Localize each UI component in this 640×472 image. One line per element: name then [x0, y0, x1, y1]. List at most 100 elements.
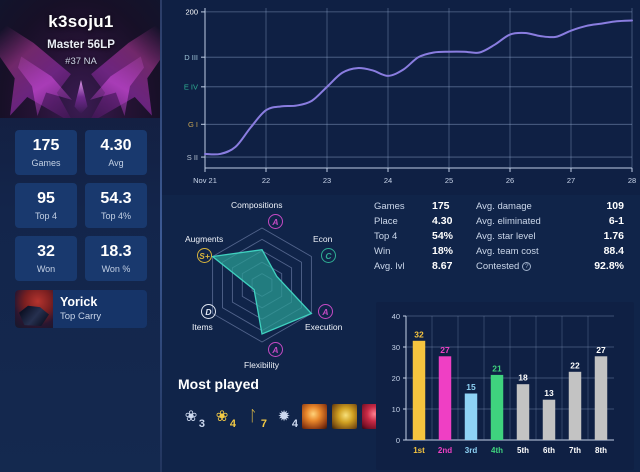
- svg-text:G I: G I: [188, 120, 198, 129]
- stat-box-won-pct[interactable]: 18.3 Won %: [85, 236, 147, 281]
- radar-grade-execution: A: [318, 304, 333, 319]
- trait-count: 3: [198, 418, 205, 430]
- stat-key-label: Contested: [476, 260, 520, 272]
- trait-glyph: ❀: [215, 407, 229, 425]
- svg-text:Nov 21: Nov 21: [193, 176, 217, 185]
- most-played-row: ❀ 3 ❀ 4 ᛚ 7 ✹ 4: [178, 403, 398, 431]
- stat-value: 1.76: [603, 230, 624, 242]
- trait-count: 4: [291, 418, 298, 430]
- stat-value: 18%: [432, 245, 454, 257]
- stat-value: 175: [32, 136, 60, 154]
- champion-portrait-1[interactable]: [302, 403, 327, 429]
- trait-count: 4: [229, 418, 236, 430]
- stat-value: 6-1: [608, 215, 624, 227]
- radar-label-augments: Augments: [185, 234, 224, 244]
- svg-text:5th: 5th: [517, 446, 529, 455]
- stat-box-top4[interactable]: 95 Top 4: [15, 183, 77, 228]
- placement-svg: 0 10 20 30 40 32 1st 27 2nd 15 3rd 21 4th 18 5th 13 6th 2…: [392, 312, 614, 455]
- svg-text:28: 28: [628, 176, 636, 185]
- svg-text:3rd: 3rd: [465, 446, 478, 455]
- stat-box-won[interactable]: 32 Won: [15, 236, 77, 281]
- stat-label: Won: [36, 263, 56, 274]
- stat-box-games[interactable]: 175 Games: [15, 130, 77, 175]
- lp-history-chart[interactable]: 200 D III E IV G I S II Nov 21 22 23 24 25 26 27 28: [162, 0, 640, 195]
- svg-text:22: 22: [570, 360, 580, 370]
- top-carry-card[interactable]: Yorick Top Carry: [15, 290, 147, 328]
- svg-text:E IV: E IV: [184, 83, 198, 92]
- stat-value: 88.4: [603, 245, 624, 257]
- stat-key: Games: [374, 200, 405, 212]
- rank-label: Master 56LP: [47, 39, 115, 51]
- carry-champion-portrait: [15, 290, 53, 328]
- stat-key: Avg. star level: [476, 230, 536, 242]
- trait-icon-3[interactable]: ᛚ 7: [240, 403, 267, 431]
- stat-key: Win: [374, 245, 391, 257]
- stat-value: 32: [37, 242, 55, 260]
- svg-text:0: 0: [396, 436, 400, 445]
- summoner-name: k3soju1: [48, 12, 114, 31]
- radar-grade-econ: C: [321, 248, 336, 263]
- stat-box-top4-pct[interactable]: 54.3 Top 4%: [85, 183, 147, 228]
- svg-text:27: 27: [596, 345, 606, 355]
- most-played-section: Most played ❀ 3 ❀ 4 ᛚ 7 ✹ 4: [178, 376, 398, 431]
- svg-text:20: 20: [392, 374, 400, 383]
- radar-grade-flexibility: A: [268, 342, 283, 357]
- region-rank-label: #37 NA: [65, 56, 97, 67]
- placement-distribution-chart[interactable]: 0 10 20 30 40 32 1st 27 2nd 15 3rd 21 4th 18 5th 13 6th 2…: [376, 302, 634, 470]
- svg-text:32: 32: [414, 329, 424, 339]
- stat-value: 54.3: [100, 189, 132, 207]
- radar-label-items: Items: [192, 322, 213, 332]
- svg-text:21: 21: [492, 363, 502, 373]
- svg-text:6th: 6th: [543, 446, 555, 455]
- stat-key: Avg. eliminated: [476, 215, 541, 227]
- trait-icon-2[interactable]: ❀ 4: [209, 403, 236, 431]
- stat-value: 18.3: [100, 242, 132, 260]
- svg-text:200: 200: [185, 8, 198, 17]
- svg-text:27: 27: [567, 176, 575, 185]
- panel-divider: [160, 0, 162, 472]
- stat-value: 54%: [432, 230, 454, 242]
- most-played-title: Most played: [178, 376, 259, 392]
- trait-icon-4[interactable]: ✹ 4: [271, 403, 298, 431]
- svg-text:40: 40: [392, 312, 400, 321]
- trait-glyph: ❀: [184, 407, 198, 425]
- svg-text:7th: 7th: [569, 446, 581, 455]
- svg-text:1st: 1st: [413, 446, 425, 455]
- summary-stat-grid: 175 Games 4.30 Avg 95 Top 4 54.3 Top 4% …: [0, 130, 162, 281]
- svg-text:4th: 4th: [491, 446, 503, 455]
- svg-text:25: 25: [445, 176, 453, 185]
- profile-sidebar: k3soju1 Master 56LP #37 NA 175 Games 4.3…: [0, 0, 162, 472]
- stat-value: 109: [606, 200, 624, 212]
- stat-key: Avg. damage: [476, 200, 532, 212]
- trait-icon-1[interactable]: ❀ 3: [178, 403, 205, 431]
- stat-value: 175: [432, 200, 450, 212]
- stat-value: 92.8%: [594, 260, 624, 272]
- trait-count: 7: [260, 418, 267, 430]
- detailed-stats-table: Games 175 Avg. damage 109 Place 4.30 Avg…: [374, 200, 640, 272]
- svg-text:24: 24: [384, 176, 392, 185]
- info-icon[interactable]: ?: [522, 261, 532, 271]
- radar-label-flexibility: Flexibility: [244, 360, 279, 370]
- radar-svg: [211, 227, 313, 343]
- performance-radar-chart[interactable]: Compositions A Econ C Execution A Flexib…: [174, 196, 392, 374]
- radar-label-econ: Econ: [313, 234, 333, 244]
- stat-label: Top 4%: [100, 210, 132, 221]
- svg-text:13: 13: [544, 388, 554, 398]
- stat-box-avg[interactable]: 4.30 Avg: [85, 130, 147, 175]
- radar-label-compositions: Compositions: [231, 200, 283, 210]
- svg-text:18: 18: [518, 373, 528, 383]
- stat-value: 95: [37, 189, 55, 207]
- radar-grade-augments: S+: [197, 248, 212, 263]
- svg-text:10: 10: [392, 405, 400, 414]
- carry-role: Top Carry: [60, 311, 102, 323]
- stat-key: Avg. team cost: [476, 245, 539, 257]
- stat-label: Top 4: [34, 210, 58, 221]
- champion-portrait-2[interactable]: [332, 403, 357, 429]
- stat-value: 8.67: [432, 260, 453, 272]
- stat-key: Avg. lvl: [374, 260, 405, 272]
- svg-text:22: 22: [262, 176, 270, 185]
- stat-label: Won %: [101, 263, 131, 274]
- svg-text:2nd: 2nd: [438, 446, 452, 455]
